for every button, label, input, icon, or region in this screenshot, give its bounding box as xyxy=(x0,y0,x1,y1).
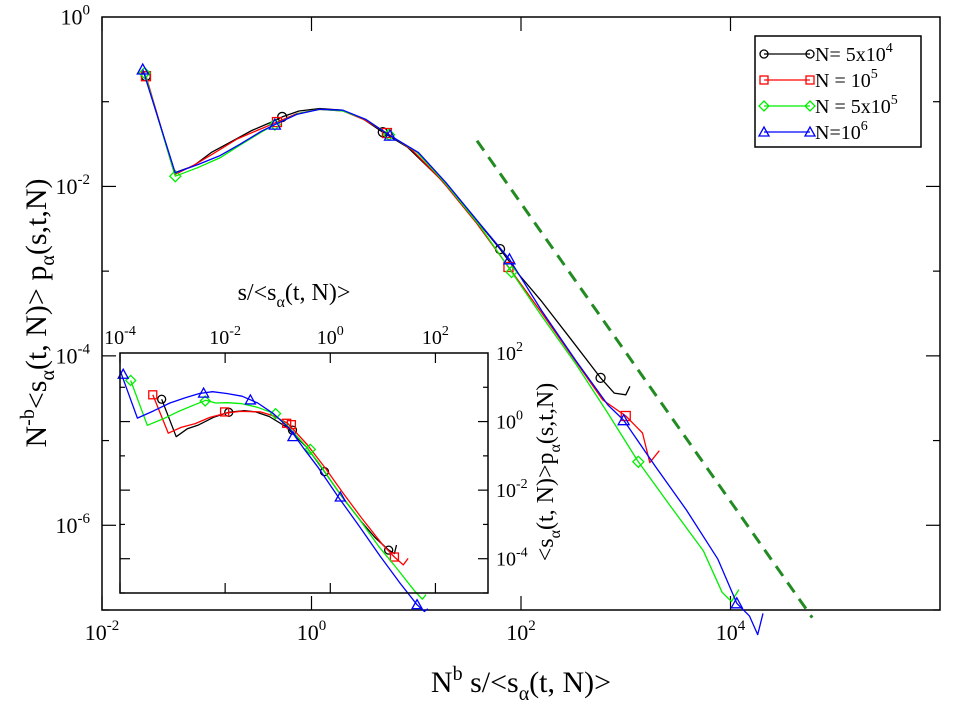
main-xlabel-sub: α xyxy=(519,683,530,705)
main-ylabel-tail: (s,t,N) xyxy=(20,179,53,256)
main-xlabel-rest: s/<s xyxy=(463,666,519,699)
data-point-marker xyxy=(389,552,400,562)
legend-marker xyxy=(759,49,769,59)
data-point-marker xyxy=(269,407,282,420)
inset-ylabel-tail: (s,t,N) xyxy=(533,383,559,444)
legend-marker xyxy=(804,100,816,112)
legend-label: N = 105 xyxy=(815,67,878,92)
data-point-marker xyxy=(383,128,397,141)
data-point-marker xyxy=(168,169,182,183)
data-point-marker xyxy=(148,390,158,400)
data-point-marker xyxy=(505,265,519,279)
legend-label: N=106 xyxy=(815,119,868,144)
inset-ylabel-base: <s xyxy=(533,538,559,561)
data-point-marker xyxy=(244,393,257,405)
x-tick-label: 10-2 xyxy=(85,618,120,645)
inset-ylabel-sub1: α xyxy=(547,529,564,538)
data-point-marker xyxy=(595,372,606,384)
legend-label: N= 5x104 xyxy=(815,41,893,66)
legend-marker xyxy=(805,75,815,85)
inset-x-axis-label: s/<sα(t, N)> xyxy=(238,280,351,311)
y-tick-label: 10-2 xyxy=(496,477,528,502)
data-point-marker xyxy=(502,252,517,265)
y-tick-label: 100 xyxy=(61,3,91,30)
y-tick-label: 102 xyxy=(496,340,523,365)
data-point-marker xyxy=(410,598,424,610)
x-tick-label: 102 xyxy=(422,324,449,349)
y-tick-label: 10-4 xyxy=(496,546,528,571)
main-tick-labels: 10-2 100 102 104 100 10-2 10-4 10-6 xyxy=(56,3,746,645)
data-point-marker xyxy=(631,455,645,469)
inset-plot-frame xyxy=(119,352,489,594)
inset-xlabel-sub: α xyxy=(276,294,285,311)
main-ylabel-exp: -b xyxy=(17,409,39,426)
x-tick-label: 100 xyxy=(317,324,344,349)
data-point-marker xyxy=(286,430,300,442)
main-series xyxy=(136,62,814,636)
x-tick-label: 10-2 xyxy=(209,324,241,349)
y-tick-label: 10-4 xyxy=(56,342,91,369)
x-tick-label: 102 xyxy=(506,618,536,645)
legend-label: N = 5x105 xyxy=(815,93,898,118)
inset-ylabel-mid: (t, N)>p xyxy=(533,452,559,530)
legend-marker xyxy=(803,125,817,137)
legend-marker xyxy=(757,125,771,137)
x-tick-label: 10-4 xyxy=(104,324,136,349)
data-point-marker xyxy=(617,413,631,426)
data-point-marker xyxy=(730,596,744,609)
main-y-axis-label: N-b<sα(t, N)> pα(s,t,N) xyxy=(17,179,59,448)
data-point-marker xyxy=(304,443,317,456)
data-point-marker xyxy=(199,395,212,407)
main-ylabel-sub2: α xyxy=(37,255,59,266)
inset-plot-background xyxy=(120,353,488,593)
main-ylabel-mid: <s xyxy=(20,381,53,410)
data-point-marker xyxy=(138,66,152,80)
data-point-marker xyxy=(197,386,210,398)
main-xlabel-base: N xyxy=(431,666,453,699)
series-line-0 xyxy=(161,399,398,555)
legend-marker xyxy=(805,49,815,59)
legend-marker xyxy=(759,75,769,85)
main-ylabel-mid2: (t, N)> p xyxy=(20,266,53,370)
data-point-marker xyxy=(384,545,394,555)
data-point-marker xyxy=(287,425,298,435)
inset-xlabel-tail: (t, N)> xyxy=(285,280,351,306)
inset-y-axis-label: <sα(t, N)>pα(s,t,N) xyxy=(533,383,564,562)
y-tick-label: 100 xyxy=(496,409,523,434)
inset-ylabel-sub2: α xyxy=(547,443,564,452)
data-point-marker xyxy=(620,410,631,422)
data-point-marker xyxy=(282,418,292,428)
data-point-marker xyxy=(334,490,347,502)
inset-xlabel-base: s/<s xyxy=(238,280,277,306)
series-line-3 xyxy=(119,369,429,613)
legend-marker xyxy=(758,100,770,112)
data-point-marker xyxy=(286,420,297,430)
x-tick-label: 104 xyxy=(716,618,746,645)
data-point-marker xyxy=(268,117,282,130)
main-axis-ticks xyxy=(101,17,940,611)
data-point-marker xyxy=(219,407,230,417)
y-tick-label: 10-6 xyxy=(56,511,91,538)
series-line-4 xyxy=(475,139,814,619)
main-x-axis-label: Nb s/<sα(t, N)> xyxy=(431,663,611,705)
inset-axis-ticks xyxy=(119,353,488,594)
data-point-marker xyxy=(136,62,150,75)
main-xlabel-exp: b xyxy=(453,663,463,685)
main-ylabel-base: N xyxy=(20,426,53,448)
series-line-3 xyxy=(142,69,764,636)
y-tick-label: 10-2 xyxy=(56,172,91,199)
inset-series xyxy=(117,367,429,613)
inset-tick-labels: 10-4 10-2 100 102 102 100 10-2 10-4 xyxy=(104,324,528,571)
data-point-marker xyxy=(157,394,167,404)
main-xlabel-tail: (t, N)> xyxy=(529,666,611,699)
main-ylabel-sub1: α xyxy=(37,370,59,381)
x-tick-label: 100 xyxy=(297,618,327,645)
